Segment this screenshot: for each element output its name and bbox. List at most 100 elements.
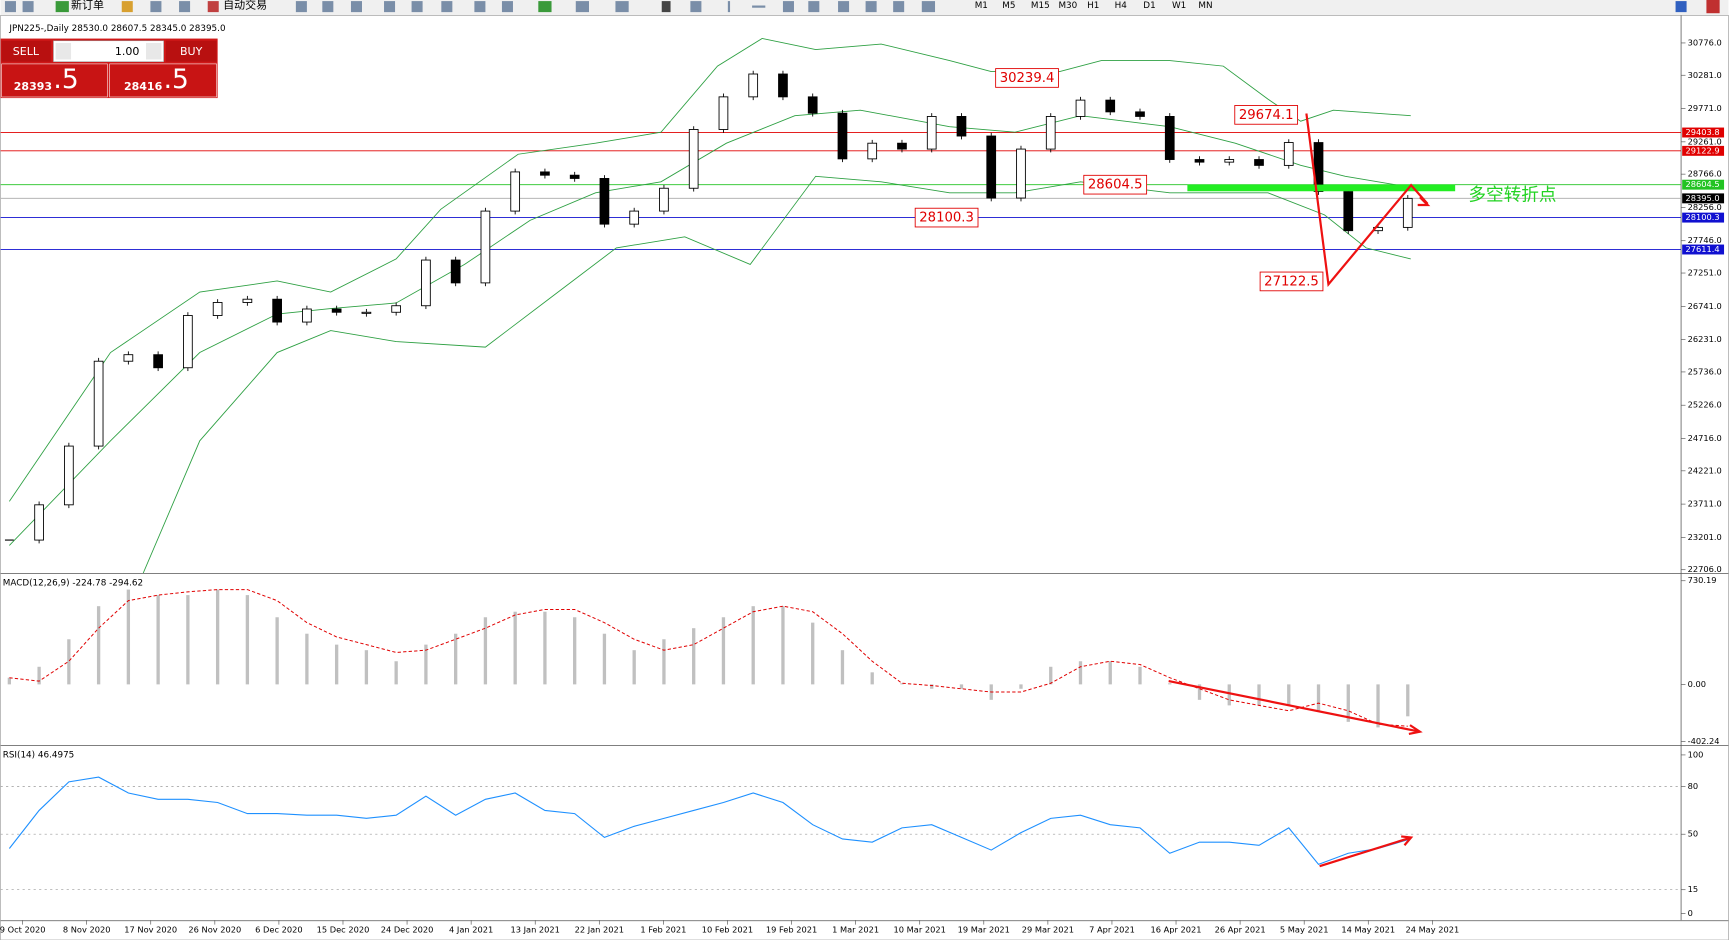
timeframe-button[interactable]: M30 [1058,1,1077,11]
macd-bar [811,622,815,685]
macd-bar [632,650,636,685]
y-tick-label: 23711.0 [1688,499,1722,509]
time-label: 26 Apr 2021 [1215,925,1266,935]
macd-bar [543,611,547,685]
y-tick-label: 30776.0 [1688,37,1722,47]
timeframe-button[interactable]: MN [1198,1,1212,11]
time-label: 1 Feb 2021 [640,925,686,935]
macd-bar [67,639,71,685]
y-tick-label: 28256.0 [1688,202,1722,212]
candle [569,174,580,179]
macd-bar [1019,684,1023,689]
candle [1402,197,1413,228]
candle [807,96,818,114]
y-tick-label: 30281.0 [1688,70,1722,80]
macd-bar [186,595,190,685]
macd-bar [721,617,726,685]
buy-label[interactable]: BUY [180,45,203,58]
candle [1135,111,1145,117]
price-annotation: 27122.5 [1264,274,1319,289]
price-annotation: 28100.3 [919,211,974,226]
timeframe-button[interactable]: H1 [1087,1,1099,11]
auto-trading[interactable]: 自动交易 [223,0,267,12]
macd-signal [9,589,1408,727]
candle [1194,159,1205,163]
timeframe-button[interactable]: D1 [1143,1,1155,11]
macd-bar [454,633,458,685]
lots-input[interactable] [53,40,164,62]
macd-bar [930,684,934,689]
candle [1045,116,1056,150]
timeframe-button[interactable]: M15 [1031,1,1050,11]
buy-button[interactable] [165,40,217,62]
candle [391,305,402,313]
lots-up[interactable] [146,42,162,60]
toolbar [0,0,1729,16]
time-label: 5 May 2021 [1280,925,1329,935]
price-annotation: 29674.1 [1239,108,1294,123]
ask-pip: .5 [164,64,189,95]
sell-button[interactable] [1,40,52,62]
trend-line [1305,113,1429,287]
candle [1105,99,1116,113]
macd-bar [900,683,904,685]
candle [897,142,907,150]
y-tick-label: 27746.0 [1688,235,1722,245]
y-tick-label: 25226.0 [1688,400,1722,410]
y-tick-label: 80 [1688,781,1699,791]
macd-bar [513,611,517,685]
new-order-icon[interactable] [55,1,69,13]
candle [93,360,104,447]
time-label: 17 Nov 2020 [124,925,177,935]
level-label: 29122.9 [1685,145,1719,155]
time-label: 6 Dec 2020 [255,925,302,935]
rsi-header: RSI(14) 46.4975 [3,750,75,760]
candle [480,210,491,284]
macd-bar [245,595,250,685]
timeframe-button[interactable]: M5 [1002,1,1015,11]
candle [599,178,610,225]
macd-bar [424,644,428,685]
auto-trading-icon[interactable] [207,1,219,13]
candle [212,302,223,316]
trend-lines [1168,113,1431,868]
candle [926,116,937,150]
time-label: 7 Apr 2021 [1089,925,1135,935]
candle [361,311,372,314]
arrow-head [1417,196,1431,207]
lots-value[interactable]: 1.00 [115,45,139,58]
macd-bar [1078,661,1083,685]
candle [659,187,669,212]
level-tag [1682,244,1725,255]
time-label: 10 Feb 2021 [702,925,753,935]
timeframes: M1 M5 M15 M30 H1 H4 D1 W1 MN [975,1,1213,11]
level-tag [1682,193,1725,204]
y-tick-label: 26231.0 [1688,334,1722,344]
timeframe-button[interactable]: W1 [1172,1,1186,11]
macd-bar [126,589,131,685]
level-tag [1682,145,1725,156]
candle [837,112,848,160]
y-tick-label: 29261.0 [1688,136,1722,146]
level-label: 29403.8 [1685,127,1719,137]
macd-panel [7,589,1410,728]
macd-bar [364,650,369,685]
sell-label[interactable]: SELL [13,45,40,58]
ask-box[interactable] [109,63,217,98]
macd-bar [215,589,220,685]
price-annotation-box [914,207,979,228]
price-annotation: 30239.4 [1000,71,1055,86]
time-label: 19 Feb 2021 [766,925,817,935]
macd-bar [751,606,755,685]
macd-bar [602,633,607,685]
new-order[interactable]: 新订单 [71,0,104,12]
lots-down[interactable] [55,42,72,60]
macd-bar [1049,666,1053,685]
timeframe-button[interactable]: M1 [975,1,988,11]
candle [956,116,967,137]
timeframe-button[interactable]: H4 [1115,1,1128,11]
macd-bar [573,617,577,685]
bid-box[interactable] [1,63,108,98]
time-label: 8 Nov 2020 [63,925,111,935]
